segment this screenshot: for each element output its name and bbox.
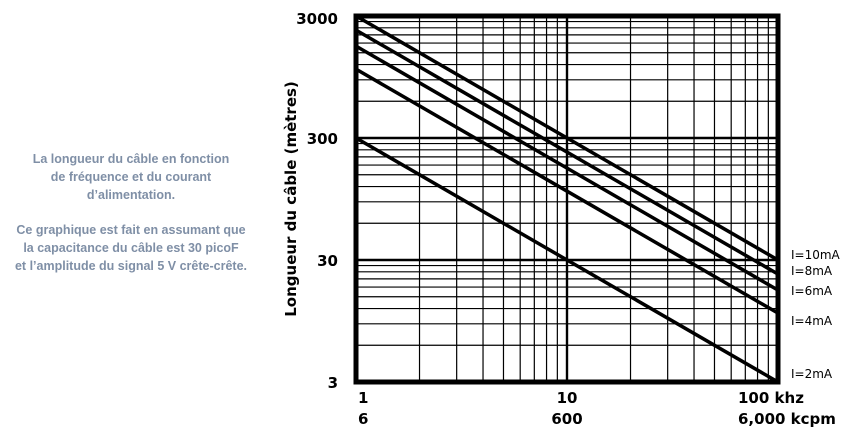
series-labels: I=10mA I=8mA I=6mA I=4mA I=2mA <box>791 248 841 381</box>
chart-caption: La longueur du câble en fonction de fréq… <box>0 150 262 275</box>
y-tick-label: 30 <box>317 252 338 270</box>
axis-tick-labels: 3 30 300 3000 1 6 10 600 100 khz 6,000 kcpm <box>296 10 836 428</box>
series-line <box>355 14 779 262</box>
series-label: I=4mA <box>791 314 833 328</box>
series-line <box>355 136 779 384</box>
series-line <box>355 67 779 315</box>
y-tick-label: 3 <box>328 374 338 392</box>
series-label: I=10mA <box>791 248 841 262</box>
caption-line: de fréquence et du courant <box>50 170 212 184</box>
x-tick-label-bottom: 600 <box>551 410 582 428</box>
x-tick-label-top: 1 <box>358 389 368 407</box>
series-label: I=2mA <box>791 367 833 381</box>
x-tick-label-top: 10 <box>557 389 578 407</box>
chart-grid <box>356 16 778 382</box>
caption-line: Ce graphique est fait en assumant que <box>16 223 246 237</box>
y-tick-label: 300 <box>307 130 338 148</box>
series-line <box>355 28 779 276</box>
chart-series-lines <box>355 14 779 384</box>
x-tick-label-top: 100 khz <box>738 389 804 407</box>
series-label: I=6mA <box>791 284 833 298</box>
plot-frame <box>353 13 781 385</box>
caption-line: d’alimentation. <box>86 188 176 202</box>
caption-line: la capacitance du câble est 30 picoF <box>23 241 239 255</box>
x-tick-label-bottom: 6,000 kcpm <box>738 410 836 428</box>
series-label: I=8mA <box>791 264 833 278</box>
caption-line: La longueur du câble en fonction <box>32 152 230 166</box>
x-tick-label-bottom: 6 <box>358 410 368 428</box>
y-tick-label: 3000 <box>296 10 338 28</box>
y-axis-label: Longueur du câble (mètres) <box>282 81 300 317</box>
series-line <box>355 44 779 292</box>
caption-line: et l’amplitude du signal 5 V crête-crête… <box>14 259 247 273</box>
